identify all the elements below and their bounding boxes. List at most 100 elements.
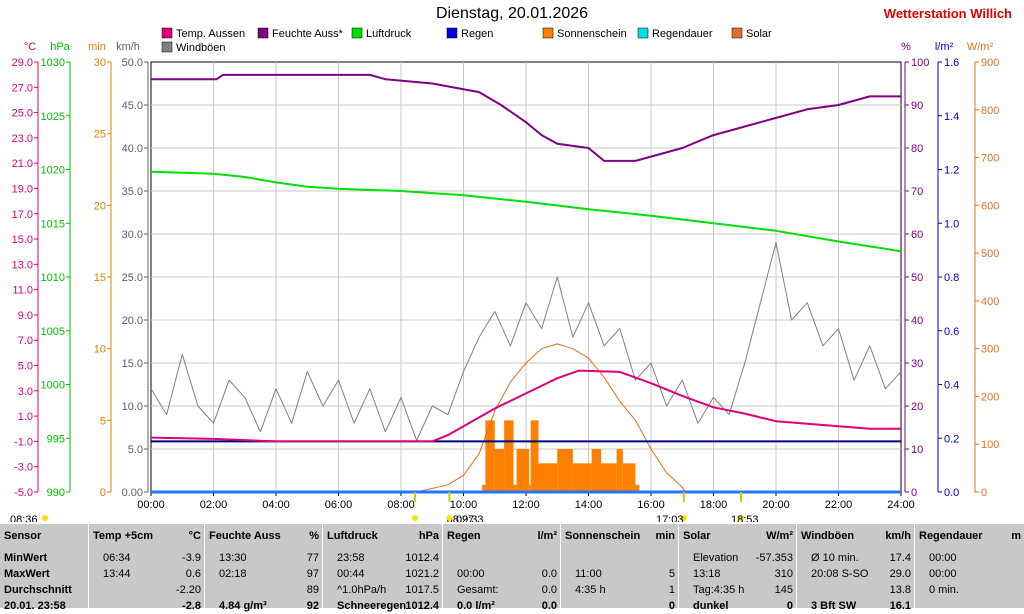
y-tick-label: 0.6	[944, 326, 959, 338]
y-tick-label: 40	[911, 315, 923, 327]
y-tick-label: 3.0	[18, 386, 33, 398]
table-cell: 00:44	[337, 568, 365, 580]
y-tick-label: 990	[47, 487, 65, 499]
table-cell: 0 min.	[929, 584, 959, 596]
y-tick-label: 25.0	[12, 108, 33, 120]
table-cell: 4:35 h	[575, 584, 606, 596]
y-tick-label: 1.0	[944, 218, 959, 230]
table-cell: 1021.2	[405, 568, 439, 580]
y-tick-label: 50	[911, 272, 923, 284]
sunshine-bar	[513, 484, 517, 492]
y-tick-label: 1015	[41, 218, 65, 230]
table-header: Sonnenschein min	[565, 530, 675, 544]
y-tick-label: 50.0	[122, 57, 143, 69]
y-tick-label: 25	[94, 129, 106, 141]
y-tick-label: 0	[981, 487, 987, 499]
sunshine-bar	[482, 484, 486, 492]
table-cell: 06:34	[103, 552, 131, 564]
table-row: Gesamt: 0.0	[447, 584, 557, 598]
table-cell: 17.4	[889, 552, 911, 564]
legend-swatch	[446, 27, 458, 39]
y-tick-label: -5.0	[14, 487, 33, 499]
table-cell: -2.8	[182, 600, 201, 612]
x-tick-label: 24:00	[887, 499, 915, 511]
y-tick-label: 30	[94, 57, 106, 69]
table-row: 13:44 0.6	[93, 568, 201, 582]
axis-unit-label: hPa	[50, 41, 70, 53]
table-column: Sonnenschein min 11:00 5 4:35 h 1 0	[560, 524, 679, 612]
y-tick-label: 45.0	[122, 100, 143, 112]
y-tick-label: 11.0	[12, 285, 33, 297]
y-tick-label: 0.00	[122, 487, 143, 499]
legend-label: Regen	[461, 28, 493, 40]
y-tick-label: 30	[911, 358, 923, 370]
axis-unit-label: km/h	[116, 41, 140, 53]
table-cell: Tag:4:35 h	[693, 584, 745, 596]
y-tick-label: 1030	[41, 57, 65, 69]
x-tick-label: 12:00	[512, 499, 540, 511]
table-column: Temp +5cm °C 06:34 -3.9 13:44 0.6 -2.20 -2.8	[88, 524, 205, 612]
axis-unit-label: %	[901, 41, 911, 53]
sun-icon	[412, 515, 419, 521]
table-header-cell: Sensor	[4, 530, 42, 542]
sunshine-bar	[485, 420, 495, 492]
table-cell: Durchschnitt	[4, 584, 72, 596]
sunshine-bar	[591, 449, 601, 492]
table-row: -2.20	[93, 584, 201, 598]
table-cell: 310	[774, 568, 793, 580]
y-tick-label: 30.0	[122, 229, 143, 241]
table-cell: 5	[668, 568, 675, 580]
legend-swatch	[351, 27, 363, 39]
y-tick-label: 35.0	[122, 186, 143, 198]
table-row: dunkel 0	[683, 600, 793, 614]
table-row: 0	[565, 600, 675, 614]
table-column: Regen l/m² 00:00 0.0 Gesamt: 0.0 0.0 l/m² 0.0	[442, 524, 561, 612]
y-tick-label: 1010	[41, 272, 65, 284]
table-header: Regen l/m²	[447, 530, 557, 544]
y-tick-label: 5.0	[18, 361, 33, 373]
table-cell: Ø 10 min.	[811, 552, 859, 564]
weather-chart: 00:00 02:00 04:00 06:00 08:00 10:00 12:00 14:00…	[10, 27, 999, 522]
legend-label: Sonnenschein	[557, 28, 627, 40]
table-row: 4:35 h 1	[565, 584, 675, 598]
table-cell: 1	[668, 584, 675, 596]
sunshine-bar	[635, 484, 640, 492]
legend-swatch	[257, 27, 269, 39]
y-tick-label: 0.8	[944, 272, 959, 284]
y-tick-label: 100	[911, 57, 929, 69]
axis-unit-label: W/m²	[967, 41, 994, 53]
y-tick-label: 17.0	[12, 209, 33, 221]
series-line-luftdruck	[150, 170, 902, 253]
y-tick-label: 20	[911, 401, 923, 413]
table-cell: 29.0	[889, 568, 911, 580]
legend-swatch	[637, 27, 649, 39]
table-row: 02:18 97	[209, 568, 319, 582]
x-tick-label: 08:00	[387, 499, 415, 511]
axis-unit-label: min	[88, 41, 106, 53]
axis-unit-label: l/m²	[935, 41, 954, 53]
table-header-cell: Windböen	[801, 530, 855, 542]
table-row: Tag:4:35 h 145	[683, 584, 793, 598]
table-row: 11:00 5	[565, 568, 675, 582]
y-tick-label: 400	[981, 296, 999, 308]
table-cell: 0.0	[541, 584, 557, 596]
sunshine-bar	[529, 484, 531, 492]
series-line-windb-en	[150, 242, 902, 441]
table-header-cell: Luftdruck	[327, 530, 378, 542]
table-cell: 23:58	[337, 552, 365, 564]
table-column: Regendauer m 00:00 00:00 0 min.	[914, 524, 1024, 608]
table-header-cell: Feuchte Auss	[209, 530, 281, 542]
y-tick-label: 25.0	[122, 272, 143, 284]
table-cell: 0.0	[541, 600, 557, 612]
sun-icon	[738, 515, 744, 521]
table-row: Durchschnitt	[4, 584, 84, 598]
table-cell: 0.0 l/m²	[457, 600, 495, 612]
x-tick-label: 22:00	[825, 499, 853, 511]
table-cell: 16.1	[889, 600, 911, 612]
table-cell: 145	[774, 584, 793, 596]
x-tick-label: 16:00	[637, 499, 665, 511]
table-row: 23:58 1012.4	[327, 552, 439, 566]
sunshine-bar	[516, 449, 530, 492]
y-tick-label: 1.6	[944, 57, 959, 69]
table-cell: 1017.5	[405, 584, 439, 596]
